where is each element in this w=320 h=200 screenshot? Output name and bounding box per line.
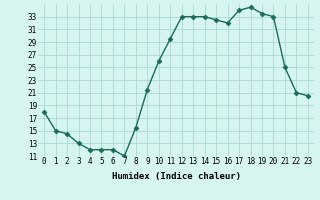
X-axis label: Humidex (Indice chaleur): Humidex (Indice chaleur) [111, 172, 241, 181]
